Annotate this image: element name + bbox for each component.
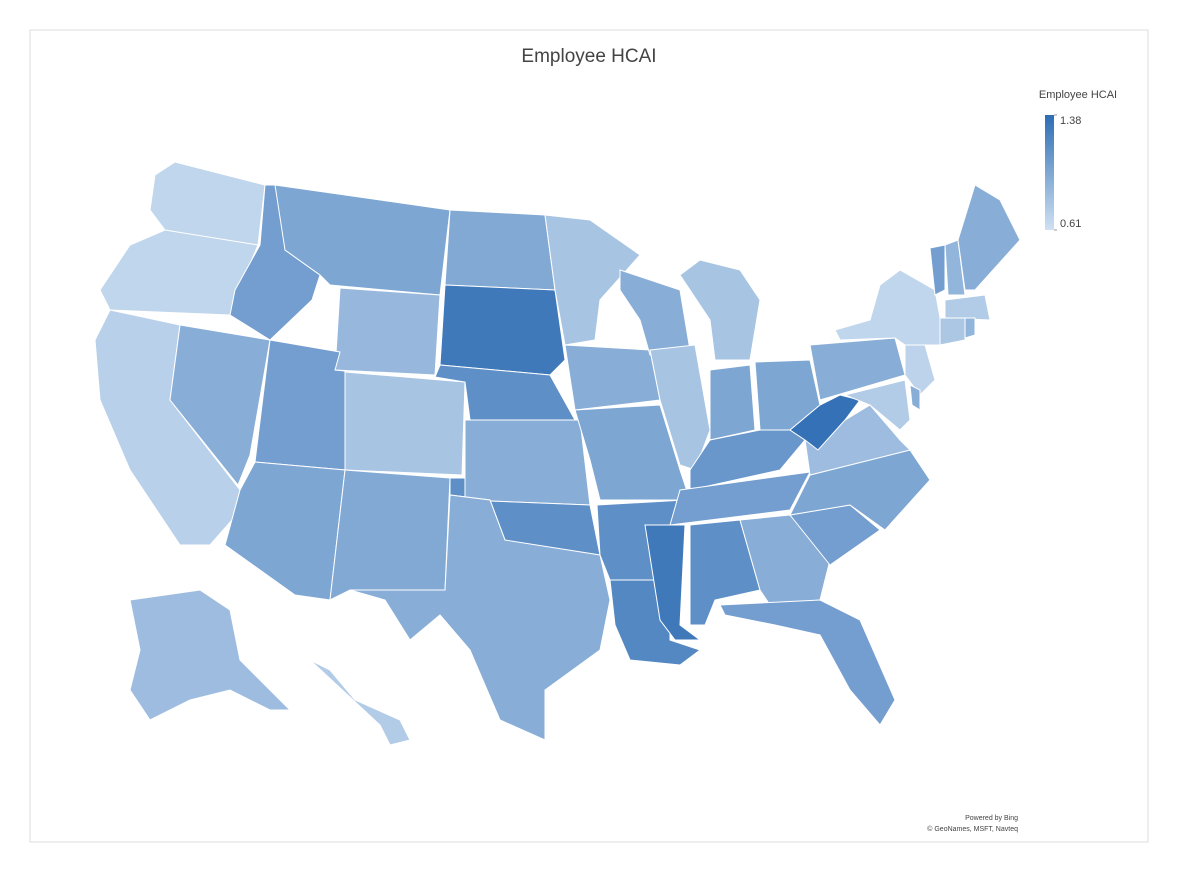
region <box>944 239 966 296</box>
region <box>644 524 702 641</box>
region <box>619 269 691 356</box>
legend-title: Employee HCAI <box>1039 89 1117 101</box>
region <box>929 244 946 296</box>
region <box>909 384 921 411</box>
chart-title: Employee HCAI <box>521 46 656 67</box>
region <box>464 419 591 506</box>
region <box>129 589 292 721</box>
region <box>349 494 611 741</box>
footer-text: © GeoNames, MSFT, Navteq <box>927 825 1018 833</box>
region <box>329 469 451 601</box>
region <box>334 287 441 376</box>
region <box>669 471 811 526</box>
region <box>939 317 966 346</box>
region <box>444 209 556 291</box>
region <box>719 599 896 726</box>
region <box>944 294 991 321</box>
region <box>709 364 756 441</box>
region <box>344 371 466 476</box>
region <box>789 394 861 451</box>
region <box>904 344 936 396</box>
region <box>679 259 761 361</box>
region <box>309 659 411 746</box>
legend-label: 0.61 <box>1060 218 1081 230</box>
region <box>544 214 641 346</box>
footer-text: Powered by Bing <box>965 815 1018 822</box>
map <box>94 161 1021 746</box>
region <box>564 344 661 411</box>
colorbar <box>1045 115 1054 230</box>
region <box>964 317 976 339</box>
region <box>169 324 271 486</box>
region <box>439 284 566 376</box>
region <box>843 379 911 431</box>
legend-label: 1.38 <box>1060 115 1081 127</box>
region <box>957 184 1021 291</box>
region <box>99 229 259 316</box>
